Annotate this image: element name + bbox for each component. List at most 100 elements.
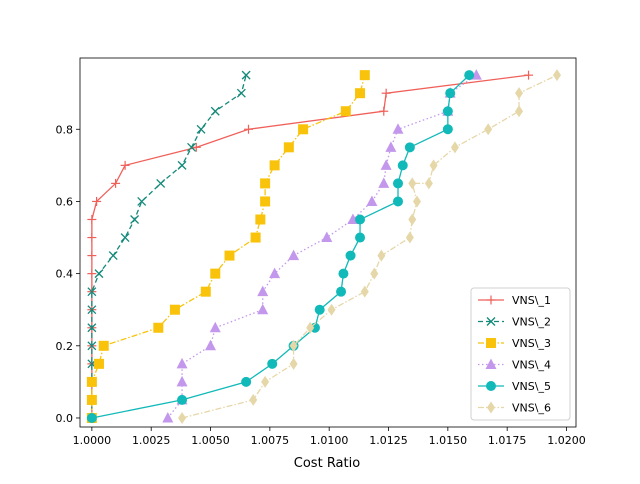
data-point [515, 87, 524, 100]
data-point [177, 160, 187, 170]
data-point [209, 321, 221, 333]
data-point [269, 267, 281, 279]
data-point [86, 412, 97, 423]
data-point [392, 123, 404, 134]
legend-marker [487, 401, 495, 414]
series-6 [178, 69, 562, 424]
data-point [450, 141, 459, 154]
data-point [380, 159, 392, 170]
x-tick-label: 1.0000 [73, 434, 112, 447]
x-tick-label: 1.0025 [132, 434, 171, 447]
data-point [484, 123, 493, 136]
data-point [261, 375, 270, 388]
legend-box [470, 287, 571, 421]
series-line [91, 74, 247, 418]
data-point [236, 88, 246, 98]
y-tick-label: 0.6 [56, 195, 74, 208]
data-point [137, 196, 147, 206]
data-point [87, 269, 97, 279]
x-tick-label: 1.0175 [488, 434, 527, 447]
data-point [355, 232, 366, 243]
data-point [336, 286, 347, 297]
data-point [176, 375, 188, 387]
data-point [260, 196, 271, 207]
data-point [92, 196, 102, 206]
data-point [94, 269, 104, 279]
data-point [408, 177, 417, 190]
data-point [379, 106, 389, 116]
data-point [210, 106, 220, 116]
data-point [176, 357, 188, 369]
data-point [327, 303, 336, 316]
series-line [167, 74, 477, 419]
data-point [241, 376, 252, 387]
series-2 [87, 70, 251, 423]
data-point [289, 357, 298, 370]
data-point [429, 159, 438, 172]
x-tick-label: 1.0050 [191, 434, 230, 447]
data-point [205, 339, 217, 351]
data-point [87, 323, 97, 333]
data-point [321, 231, 333, 243]
data-point [87, 214, 97, 224]
y-tick-label: 0.4 [56, 268, 74, 281]
data-point [393, 178, 404, 189]
data-point [385, 141, 397, 152]
data-point [289, 339, 298, 352]
data-point [445, 88, 456, 99]
data-point [464, 70, 475, 81]
legend-label: VNS\_5 [512, 380, 551, 393]
data-point [153, 322, 164, 333]
data-point [191, 142, 201, 152]
x-tick-label: 1.0075 [251, 434, 290, 447]
legend-marker [485, 358, 497, 369]
data-point [298, 124, 309, 135]
data-point [260, 178, 271, 189]
series-4 [162, 69, 482, 423]
data-point [187, 142, 197, 152]
data-point [269, 160, 280, 171]
data-point [255, 214, 266, 225]
data-point [93, 358, 104, 369]
data-point [553, 69, 562, 82]
data-point [393, 196, 404, 207]
legend-label: VNS\_4 [512, 359, 551, 372]
x-tick-label: 1.0150 [429, 434, 468, 447]
data-point [120, 233, 130, 242]
data-point [442, 106, 453, 117]
data-point [87, 233, 97, 243]
data-point [178, 411, 187, 424]
y-tick-label: 0.2 [56, 340, 74, 353]
data-point [381, 88, 391, 98]
data-point [87, 305, 97, 315]
data-point [177, 394, 188, 405]
data-point [397, 160, 408, 171]
data-point [200, 286, 211, 297]
data-point [196, 124, 206, 134]
data-point [378, 177, 390, 188]
data-point [370, 267, 379, 280]
legend-marker [486, 295, 496, 305]
data-point [283, 142, 294, 153]
data-point [87, 287, 97, 297]
data-point [412, 195, 421, 208]
data-point [243, 124, 253, 134]
data-point [366, 195, 378, 206]
data-point [86, 376, 97, 387]
data-point [288, 249, 300, 261]
data-point [340, 106, 351, 117]
legend: VNS\_1 VNS\_2 VNS\_3 VNS\_4 VNS\_5 VNS\_6 [470, 287, 571, 421]
data-point [257, 285, 269, 297]
data-point [250, 232, 261, 243]
data-point [111, 178, 121, 188]
data-point [408, 213, 417, 226]
series-1 [87, 70, 534, 423]
series-5 [86, 70, 475, 423]
x-tick-label: 1.0200 [547, 434, 586, 447]
legend-marker [486, 317, 496, 326]
data-point [442, 124, 453, 135]
data-point [156, 178, 166, 188]
data-point [306, 321, 315, 334]
legend-marker [486, 381, 496, 391]
